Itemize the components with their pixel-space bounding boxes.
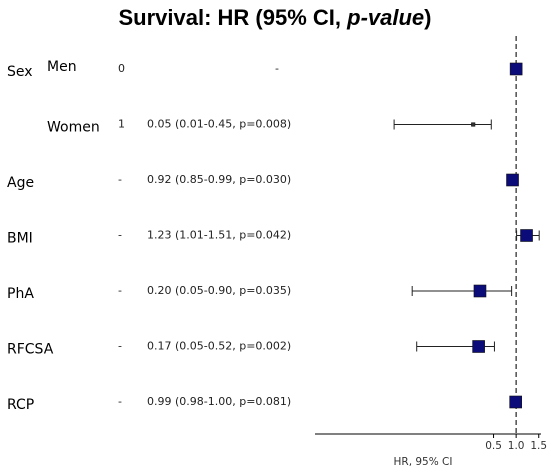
row-variable-label: Sex xyxy=(7,64,33,80)
plot-area xyxy=(393,36,540,434)
row-n-label: - xyxy=(118,229,122,242)
x-tick-label: 1.0 xyxy=(508,440,525,452)
hr-marker xyxy=(509,62,523,76)
hr-marker xyxy=(509,395,522,409)
row-variable-label: Age xyxy=(7,175,34,191)
row-estimate-label: - xyxy=(275,62,279,75)
rows-layer: Sex Men 0 - Women 1 0.05 (0.01-0.45, p=0.008) A… xyxy=(7,59,291,413)
chart-title: Survival: HR (95% CI, p-value) xyxy=(119,5,432,30)
hr-marker xyxy=(471,122,476,127)
chart-title-italic: p-value xyxy=(346,5,424,30)
row-variable-label: PhA xyxy=(7,286,34,302)
x-tick-label: 1.5 xyxy=(530,440,547,452)
row-variable-label: BMI xyxy=(7,231,33,247)
row-level-label: Men xyxy=(47,59,77,75)
row-n-label: 1 xyxy=(118,118,125,131)
x-axis-title: HR, 95% CI xyxy=(394,456,453,468)
x-axis: 0.5 1.0 1.5 HR, 95% CI xyxy=(315,433,547,468)
row-level-label: Women xyxy=(47,120,100,136)
row-n-label: - xyxy=(118,173,122,186)
row-estimate-label: 0.05 (0.01-0.45, p=0.008) xyxy=(147,118,291,131)
hr-marker xyxy=(506,173,519,187)
row-estimate-label: 0.17 (0.05-0.52, p=0.002) xyxy=(147,340,291,353)
hr-marker xyxy=(473,284,487,298)
x-tick-label: 0.5 xyxy=(485,440,502,452)
row-n-label: - xyxy=(118,395,122,408)
row-n-label: 0 xyxy=(118,62,125,75)
row-variable-label: RCP xyxy=(7,397,34,413)
row-estimate-label: 0.20 (0.05-0.90, p=0.035) xyxy=(147,284,291,297)
row-estimate-label: 0.99 (0.98-1.00, p=0.081) xyxy=(147,395,291,408)
row-n-label: - xyxy=(118,284,122,297)
chart-title-end: ) xyxy=(424,5,431,30)
hr-marker xyxy=(472,340,485,353)
chart-title-main: Survival: HR (95% CI, xyxy=(119,5,348,30)
hr-marker xyxy=(520,229,533,242)
row-n-label: - xyxy=(118,340,122,353)
row-variable-label: RFCSA xyxy=(7,342,54,358)
row-estimate-label: 0.92 (0.85-0.99, p=0.030) xyxy=(147,173,291,186)
row-estimate-label: 1.23 (1.01-1.51, p=0.042) xyxy=(147,229,291,242)
